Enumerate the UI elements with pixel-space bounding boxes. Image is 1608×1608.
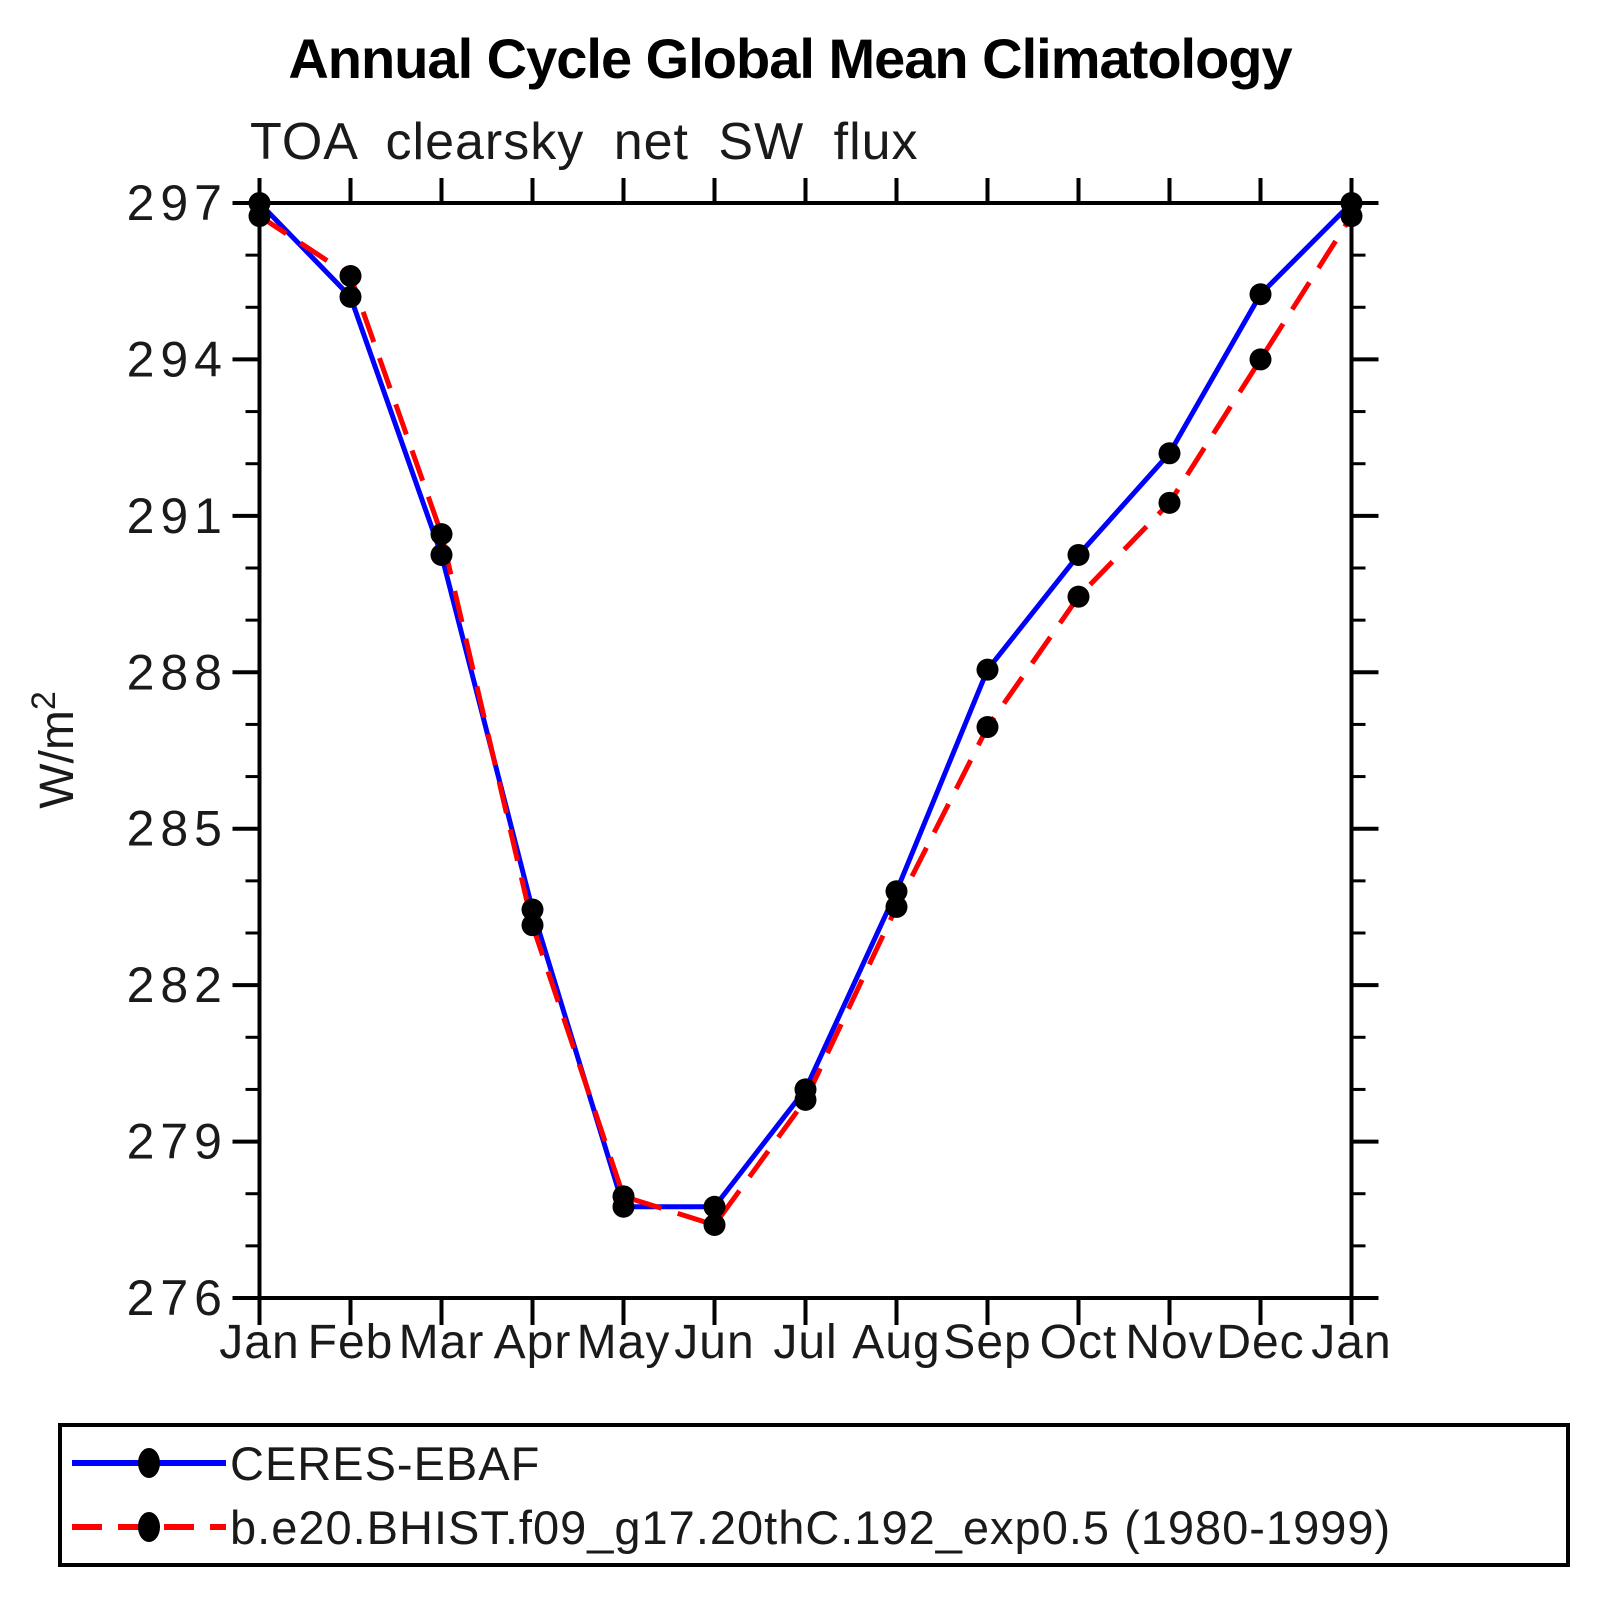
series-0-marker <box>1067 543 1090 566</box>
series-1-marker <box>1340 205 1363 228</box>
series-1-marker <box>703 1214 726 1236</box>
series-1-marker <box>885 895 908 918</box>
x-tick-label: Oct <box>1040 1316 1118 1369</box>
chart-title: Annual Cycle Global Mean Climatology <box>288 27 1292 90</box>
series-0-marker <box>521 898 544 921</box>
y-tick-label: 297 <box>127 175 228 231</box>
y-tick-label: 279 <box>127 1114 228 1170</box>
series-0-marker <box>1249 283 1272 306</box>
x-tick-label: Jan <box>219 1316 299 1369</box>
series-0-marker <box>976 658 999 681</box>
x-tick-label: Jun <box>674 1316 754 1369</box>
x-tick-label: Apr <box>494 1316 572 1369</box>
series-1-marker <box>976 716 999 739</box>
y-tick-label: 285 <box>127 801 228 857</box>
x-tick-label: Feb <box>308 1316 394 1369</box>
y-tick-label: 276 <box>127 1270 228 1326</box>
x-tick-label: Dec <box>1216 1316 1304 1369</box>
series-1-marker <box>339 265 362 287</box>
x-tick-label: May <box>577 1316 671 1369</box>
legend-sample-dashed-red-line-icon <box>72 1512 226 1542</box>
series-1-marker <box>430 523 453 546</box>
axis-frame <box>257 201 1354 1300</box>
series-line-0 <box>257 201 1354 1210</box>
series-0-marker <box>703 1195 726 1218</box>
series-0-marker <box>339 285 362 308</box>
series-1-marker <box>612 1185 635 1208</box>
legend-item-model: b.e20.BHIST.f09_g17.20thC.192_exp0.5 (19… <box>68 1499 1566 1555</box>
legend-label-ceres: CERES-EBAF <box>230 1436 541 1490</box>
chart-subtitle: TOA clearsky net SW flux <box>250 113 919 171</box>
x-tick-label: Nov <box>1125 1316 1213 1369</box>
series-0-marker <box>885 880 908 903</box>
y-tick-label: 291 <box>127 488 228 544</box>
series-0-marker <box>430 543 453 566</box>
legend-item-ceres: CERES-EBAF <box>68 1435 1566 1491</box>
series-1-marker <box>1249 348 1272 371</box>
x-tick-label: Jan <box>1311 1316 1391 1369</box>
y-tick-label: 294 <box>127 331 228 387</box>
x-tick-label: Sep <box>943 1316 1031 1369</box>
series-1-marker <box>521 914 544 937</box>
x-tick-label: Aug <box>852 1316 940 1369</box>
series-1-marker <box>1067 585 1090 608</box>
series-1-marker <box>794 1088 817 1111</box>
series-1-marker <box>248 205 271 228</box>
x-tick-label: Mar <box>399 1316 485 1369</box>
series-0-marker <box>1158 442 1181 465</box>
legend: CERES-EBAF b.e20.BHIST.f09_g17.20thC.192… <box>58 1423 1570 1567</box>
legend-label-model: b.e20.BHIST.f09_g17.20thC.192_exp0.5 (19… <box>230 1500 1392 1554</box>
series-1-marker <box>1158 491 1181 514</box>
series-line-1 <box>258 213 1354 1228</box>
y-tick-label: 288 <box>127 644 228 700</box>
legend-sample-solid-blue-line-icon <box>72 1448 226 1478</box>
x-tick-label: Jul <box>773 1316 837 1369</box>
y-tick-label: 282 <box>127 957 228 1013</box>
